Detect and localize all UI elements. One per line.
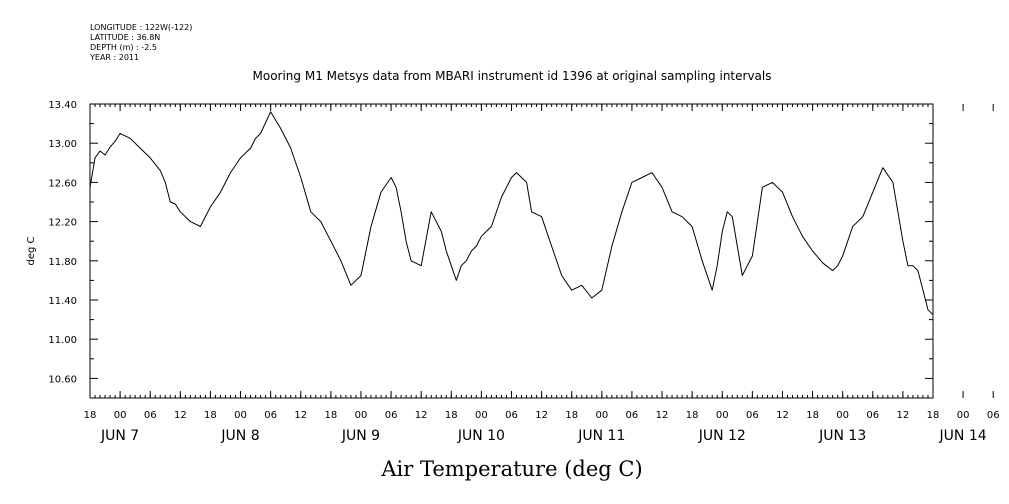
- longitude-label: LONGITUDE : 122W(-122): [90, 23, 192, 32]
- series-group: [89, 111, 934, 316]
- x-date-label: JUN 11: [577, 428, 625, 444]
- x-hour-label: 12: [174, 410, 187, 421]
- x-hour-label: 12: [535, 410, 548, 421]
- x-hour-label: 18: [204, 410, 217, 421]
- x-hour-label: 00: [114, 410, 127, 421]
- x-hour-label: 06: [385, 410, 398, 421]
- y-tick-label: 11.40: [48, 296, 77, 307]
- x-date-label: JUN 13: [818, 428, 866, 444]
- air-temperature-line: [89, 111, 934, 316]
- x-hour-label: 12: [415, 410, 428, 421]
- x-hour-label: 06: [144, 410, 157, 421]
- x-hour-label: 06: [746, 410, 759, 421]
- x-hour-label: 18: [84, 410, 97, 421]
- x-date-label: JUN 7: [100, 428, 139, 444]
- y-tick-label: 10.60: [48, 374, 77, 385]
- y-tick-label: 11.80: [48, 257, 77, 268]
- x-hour-label: 00: [595, 410, 608, 421]
- x-hour-label: 18: [565, 410, 578, 421]
- x-hour-label: 06: [505, 410, 518, 421]
- x-date-label: JUN 12: [698, 428, 746, 444]
- x-hour-label: 00: [836, 410, 849, 421]
- x-hour-label: 00: [716, 410, 729, 421]
- x-hour-label: 06: [264, 410, 277, 421]
- x-date-label: JUN 10: [457, 428, 505, 444]
- y-axis-label: deg C: [26, 236, 37, 265]
- x-axis: 18 00 06 12 18 00 06 12 18 00 06 12 18 00 06 12 18 00 06 12…: [84, 104, 1000, 444]
- x-hour-label: 12: [294, 410, 307, 421]
- x-hour-label: 06: [626, 410, 639, 421]
- y-tick-label: 13.40: [48, 100, 77, 111]
- x-hour-label: 12: [897, 410, 910, 421]
- x-hour-label: 18: [806, 410, 819, 421]
- y-tick-label: 11.00: [48, 335, 77, 346]
- y-tick-label: 12.20: [48, 218, 77, 229]
- x-hour-label: 18: [324, 410, 337, 421]
- x-hour-label: 12: [656, 410, 669, 421]
- x-hour-label: 00: [957, 410, 970, 421]
- x-hour-label: 00: [355, 410, 368, 421]
- x-hour-label: 18: [927, 410, 940, 421]
- y-axis: 13.40 13.00 12.60 12.20 11.80 11.40 11.00 10.60: [48, 100, 933, 385]
- y-tick-label: 13.00: [48, 139, 77, 150]
- x-hour-label: 18: [686, 410, 699, 421]
- latitude-label: LATITUDE : 36.8N: [90, 33, 160, 42]
- x-hour-label: 06: [987, 410, 1000, 421]
- y-tick-label: 12.60: [48, 178, 77, 189]
- x-hour-label: 06: [866, 410, 879, 421]
- chart-title: Mooring M1 Metsys data from MBARI instru…: [253, 69, 772, 83]
- x-date-label: JUN 14: [939, 428, 987, 444]
- x-date-label: JUN 9: [341, 428, 380, 444]
- depth-label: DEPTH (m) : -2.5: [90, 43, 157, 52]
- plot-frame: [89, 103, 934, 399]
- x-axis-label: Air Temperature (deg C): [380, 457, 642, 481]
- x-hour-label: 18: [445, 410, 458, 421]
- x-date-label: JUN 8: [220, 428, 259, 444]
- year-label: YEAR : 2011: [89, 53, 139, 62]
- x-hour-label: 00: [234, 410, 247, 421]
- x-hour-label: 12: [776, 410, 789, 421]
- x-hour-label: 00: [475, 410, 488, 421]
